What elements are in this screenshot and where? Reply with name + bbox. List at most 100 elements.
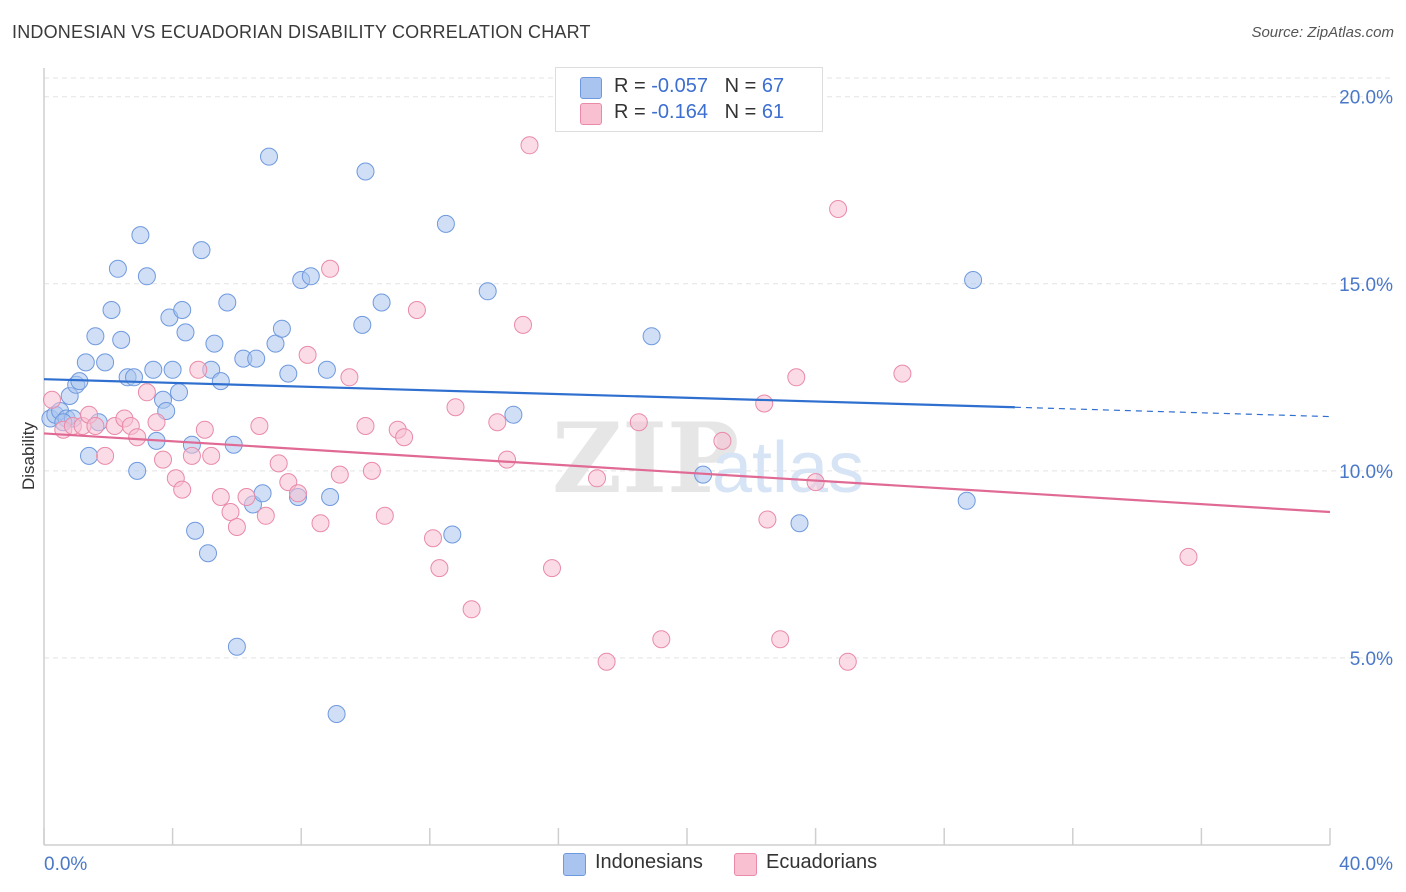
ecuadorians-point bbox=[462, 600, 481, 619]
indonesians-point bbox=[301, 267, 320, 286]
ecuadorians-point bbox=[829, 200, 848, 218]
indonesians-point bbox=[642, 327, 661, 346]
ecuadorians-point bbox=[407, 301, 426, 319]
ecuadorians-point bbox=[256, 506, 275, 525]
ecuadorians-point bbox=[520, 136, 539, 155]
indonesians-point bbox=[199, 544, 217, 563]
indonesians-point bbox=[96, 353, 115, 372]
indonesians-point bbox=[108, 259, 127, 278]
ecuadorians-point bbox=[227, 518, 246, 536]
y-tick-label: 5.0% bbox=[1350, 649, 1393, 670]
indonesians-point bbox=[76, 353, 95, 372]
ecuadorians-point bbox=[488, 413, 507, 432]
ecuadorians-point bbox=[430, 559, 449, 578]
indonesians-point bbox=[128, 461, 147, 480]
ecuadorians-point bbox=[195, 420, 214, 439]
indonesians-point bbox=[279, 364, 298, 383]
indonesians-point bbox=[478, 282, 497, 301]
x-tick-label-end: 40.0% bbox=[1339, 854, 1393, 875]
ecuadorians-point bbox=[362, 461, 381, 480]
ecuadorians-point bbox=[838, 652, 857, 671]
indonesians-point bbox=[504, 405, 523, 424]
indonesians-point bbox=[131, 226, 150, 245]
ecuadorians-point bbox=[237, 488, 256, 506]
legend-swatch-indonesians bbox=[580, 77, 602, 99]
ecuadorians-point bbox=[330, 465, 349, 484]
ecuadorians-point bbox=[424, 529, 442, 548]
legend-n-label: N = bbox=[724, 101, 757, 123]
indonesians-point bbox=[80, 446, 98, 465]
ecuadorians-point bbox=[43, 390, 61, 409]
indonesians-point bbox=[173, 301, 192, 319]
y-tick-label: 15.0% bbox=[1339, 275, 1393, 296]
indonesians-point bbox=[227, 637, 246, 656]
ecuadorians-point bbox=[128, 428, 147, 447]
indonesians-point bbox=[317, 360, 336, 379]
indonesians-point bbox=[321, 488, 340, 506]
watermark-atlas: atlas bbox=[712, 428, 864, 508]
ecuadorians-point bbox=[202, 446, 221, 465]
legend-swatch-ecuadorians bbox=[734, 853, 757, 876]
ecuadorians-point bbox=[86, 417, 105, 435]
correlation-legend: R = -0.057 N = 67 R = -0.164 N = 61 bbox=[555, 67, 823, 132]
indonesians-point bbox=[163, 360, 182, 379]
legend-r-value: -0.057 bbox=[651, 75, 708, 97]
indonesians-point bbox=[144, 360, 163, 379]
indonesians-point bbox=[957, 491, 976, 510]
x-tick-labels: 0.0% 40.0% bbox=[44, 854, 1393, 875]
y-tick-labels: 5.0% 10.0% 15.0% 20.0% bbox=[1339, 88, 1393, 670]
series-legend: Indonesians Ecuadorians bbox=[0, 851, 1406, 877]
ecuadorians-point bbox=[137, 383, 156, 402]
ecuadorians-point bbox=[588, 469, 606, 488]
source-label: Source: ZipAtlas.com bbox=[1251, 24, 1394, 41]
y-axis-label: Disability bbox=[19, 421, 38, 490]
indonesians-point bbox=[356, 162, 375, 181]
ecuadorians-point bbox=[787, 368, 806, 387]
ecuadorians-point bbox=[321, 259, 340, 278]
chart-title: INDONESIAN VS ECUADORIAN DISABILITY CORR… bbox=[12, 22, 591, 42]
legend-n-value: 61 bbox=[761, 101, 785, 123]
y-tick-label: 10.0% bbox=[1339, 462, 1393, 483]
ecuadorians-point bbox=[629, 413, 648, 432]
ecuadorians-point bbox=[713, 431, 732, 450]
ecuadorians-point bbox=[356, 417, 375, 435]
indonesians-point bbox=[964, 271, 983, 289]
ecuadorians-point bbox=[758, 510, 777, 529]
indonesians-point bbox=[112, 330, 131, 349]
ecuadorians-point bbox=[806, 473, 825, 492]
indonesians-point bbox=[272, 319, 291, 338]
indonesians-point bbox=[353, 315, 372, 334]
axes bbox=[43, 68, 1331, 846]
indonesians-point bbox=[186, 521, 205, 540]
ecuadorians-point bbox=[311, 514, 330, 533]
indonesians-points bbox=[41, 147, 983, 723]
legend-label-ecuadorians: Ecuadorians bbox=[766, 851, 878, 873]
indonesians-point bbox=[327, 705, 346, 723]
legend-swatch-ecuadorians bbox=[580, 103, 602, 125]
trend-lines bbox=[43, 378, 1331, 514]
ecuadorians-point bbox=[893, 364, 912, 383]
indonesians-point bbox=[125, 368, 143, 387]
ecuadorians-point bbox=[1179, 547, 1198, 566]
indonesians-point bbox=[260, 147, 278, 166]
indonesians-point bbox=[372, 293, 391, 312]
ecuadorians-trend-line bbox=[43, 432, 1331, 514]
indonesians-point bbox=[436, 214, 455, 233]
ecuadorians-point bbox=[340, 368, 359, 387]
legend-label-indonesians: Indonesians bbox=[595, 851, 703, 873]
x-tick-label-start: 0.0% bbox=[44, 854, 87, 875]
indonesians-point bbox=[247, 349, 266, 368]
ecuadorians-point bbox=[189, 360, 208, 379]
ecuadorians-point bbox=[543, 559, 561, 578]
legend-r-label: R = bbox=[614, 75, 646, 97]
ecuadorians-point bbox=[289, 484, 307, 503]
ecuadorians-point bbox=[375, 506, 394, 525]
indonesians-point bbox=[170, 383, 188, 402]
ecuadorians-point bbox=[96, 446, 115, 465]
indonesians-point bbox=[192, 241, 211, 260]
legend-swatch-indonesians bbox=[563, 853, 586, 876]
watermark: ZIP atlas bbox=[552, 402, 864, 515]
indonesians-trend-line bbox=[43, 378, 1015, 409]
indonesians-point bbox=[176, 323, 195, 342]
